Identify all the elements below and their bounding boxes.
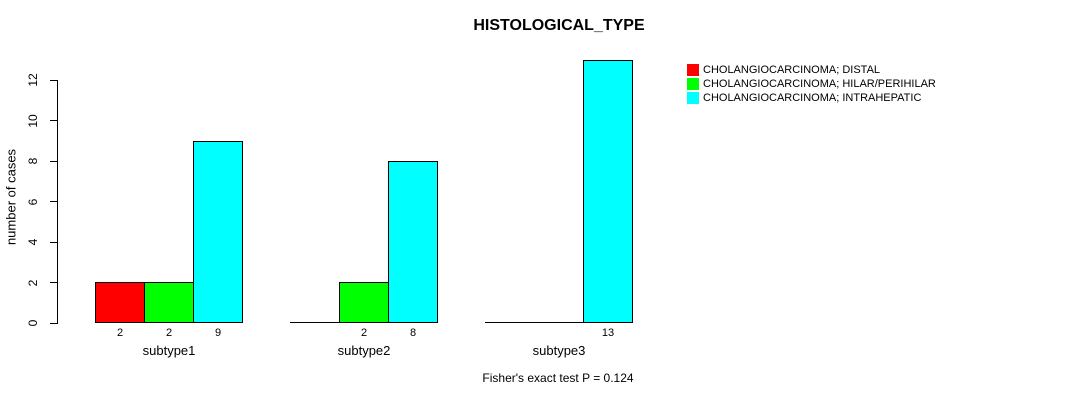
zero-value-bar: [290, 322, 340, 323]
legend-swatch: [687, 92, 699, 104]
y-axis-tick: [50, 241, 57, 243]
chart-title: HISTOLOGICAL_TYPE: [473, 17, 645, 34]
x-category-label: subtype3: [532, 343, 586, 358]
bar-value-label: 8: [409, 327, 417, 339]
zero-value-bar: [485, 322, 535, 323]
bar: [388, 161, 438, 323]
y-tick-label: 2: [26, 279, 40, 286]
x-category-label: subtype1: [142, 343, 196, 358]
bar: [144, 282, 194, 323]
y-tick-label: 6: [26, 198, 40, 205]
legend-swatch: [687, 78, 699, 90]
bar-value-label: 2: [165, 327, 173, 339]
zero-value-bar: [534, 322, 584, 323]
y-axis-tick: [50, 282, 57, 283]
x-category-label: subtype2: [337, 343, 391, 358]
legend-label: CHOLANGIOCARCINOMA; DISTAL: [703, 64, 881, 76]
y-tick-label: 12: [26, 73, 40, 87]
legend-item: CHOLANGIOCARCINOMA; DISTAL: [687, 63, 936, 77]
bar-value-label: 9: [214, 327, 222, 339]
legend-swatch: [687, 64, 699, 76]
footer-note: Fisher's exact test P = 0.124: [482, 371, 634, 385]
legend-label: CHOLANGIOCARCINOMA; INTRAHEPATIC: [703, 92, 922, 104]
y-tick-label: 10: [26, 113, 40, 128]
bar: [193, 141, 243, 323]
bar: [95, 282, 145, 323]
y-axis-tick: [50, 120, 57, 121]
y-axis-line: [57, 80, 58, 324]
legend: CHOLANGIOCARCINOMA; DISTAL CHOLANGIOCARCI…: [687, 63, 936, 105]
y-axis-tick: [50, 79, 57, 81]
bar-value-label: 2: [360, 327, 368, 339]
bar: [583, 60, 633, 323]
y-tick-label: 4: [26, 238, 40, 246]
bar-value-label: 13: [601, 327, 615, 339]
bar: [339, 282, 389, 323]
y-axis-tick: [50, 201, 57, 202]
y-axis-tick: [50, 322, 57, 324]
y-axis-title: number of cases: [3, 148, 19, 246]
y-tick-label: 8: [26, 157, 40, 165]
y-axis-tick: [50, 160, 57, 162]
y-tick-label: 0: [26, 319, 40, 327]
legend-item: CHOLANGIOCARCINOMA; INTRAHEPATIC: [687, 91, 936, 105]
legend-label: CHOLANGIOCARCINOMA; HILAR/PERIHILAR: [703, 78, 936, 90]
bar-value-label: 2: [116, 327, 124, 339]
legend-item: CHOLANGIOCARCINOMA; HILAR/PERIHILAR: [687, 77, 936, 91]
